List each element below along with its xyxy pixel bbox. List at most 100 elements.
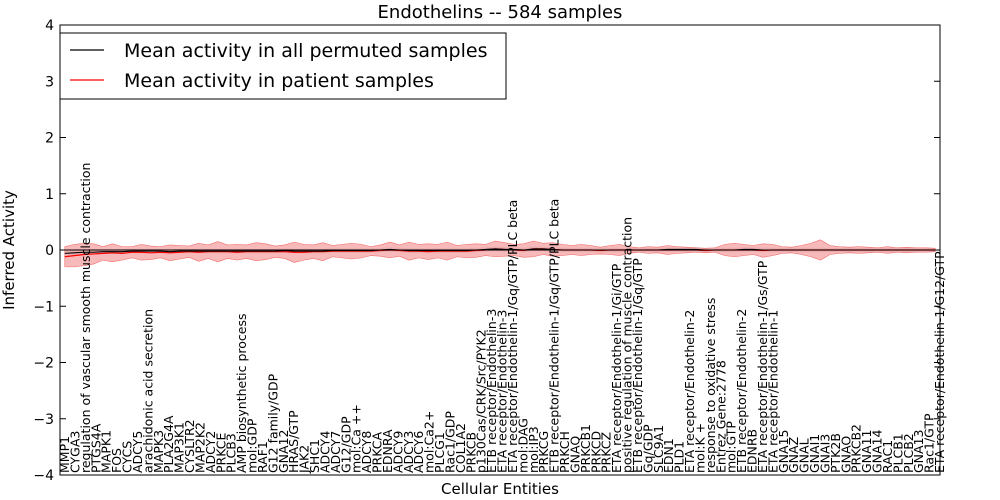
x-tick-label: RAF1 xyxy=(255,441,270,473)
y-axis: −4 −3 −2 −1 0 1 2 3 4 xyxy=(33,18,940,484)
x-tick-label: ETA receptor/Endothelin-1/Gi/GTP xyxy=(609,263,624,473)
x-tick-label: ETB receptor/Endothelin-3 xyxy=(484,309,499,473)
x-tick-label: GNA12 xyxy=(276,430,291,474)
x-tick-label: PRKCE xyxy=(213,433,228,473)
x-tick-label: CYGA3 xyxy=(67,431,82,473)
x-tick-label: GNAI1 xyxy=(807,434,822,473)
x-tick-label: PRKCB xyxy=(463,432,478,473)
x-tick-label: ETA receptor/Endothelin-1/Gq/GTP/PLC bet… xyxy=(505,200,520,473)
x-tick-label: PRKCA xyxy=(370,432,385,473)
x-tick-label: regulation of vascular smooth muscle con… xyxy=(78,163,93,473)
x-tick-label: positive regulation of muscle contractio… xyxy=(620,217,635,473)
y-tick-label: −4 xyxy=(33,468,54,484)
x-tick-label: ADCY6 xyxy=(411,431,426,473)
x-tick-label: ADCY3 xyxy=(401,431,416,473)
x-tick-label: PRKCB1 xyxy=(578,424,593,473)
legend-box xyxy=(59,32,507,100)
chart-title: Endothelins -- 584 samples xyxy=(378,2,623,23)
x-tick-label: RAC1 xyxy=(880,440,895,473)
x-tick-label: ADCY7 xyxy=(328,431,343,473)
legend: Mean activity in all permuted samples Me… xyxy=(59,32,507,100)
x-axis-label: Cellular Entities xyxy=(441,480,559,498)
x-tick-label: response to oxidative stress xyxy=(703,298,718,473)
x-tick-label: mol:DAG xyxy=(515,418,530,473)
x-tick-label: EDNRB xyxy=(745,429,760,473)
x-tick-label: mol:Ca2+ xyxy=(422,411,437,473)
x-tick-label: SLC9A1 xyxy=(651,425,666,473)
x-tick-label: GNA15 xyxy=(776,430,791,474)
x-tick-label: PRKCG xyxy=(536,431,551,473)
x-tick-label: G12/GDP xyxy=(338,416,353,473)
y-axis-label: Inferred Activity xyxy=(0,190,18,310)
x-tick-label: mol:GDP xyxy=(245,418,260,473)
x-tick-label: SHC1 xyxy=(307,439,322,473)
x-tick-label: GNAI3 xyxy=(817,434,832,473)
x-tick-label: Rac1/GTP xyxy=(922,413,937,473)
x-tick-label: ETB receptor/Endothelin-1/Gq/GTP xyxy=(630,258,645,473)
x-tick-label: GNAZ xyxy=(786,437,801,473)
x-tick-label: FOS xyxy=(109,448,124,473)
x-tick-label: EDN1 xyxy=(661,438,676,473)
y-tick-label: 2 xyxy=(45,131,54,147)
x-tick-label: mol:IP3 xyxy=(526,426,541,473)
x-tick-label: PTK2B xyxy=(828,433,843,473)
x-tick-label: GNA14 xyxy=(870,429,885,473)
x-tick-label: CYCS xyxy=(120,441,135,473)
y-tick-label: −3 xyxy=(33,412,54,428)
legend-label-patient: Mean activity in patient samples xyxy=(124,70,434,92)
x-tick-label: Gq/GDP xyxy=(640,424,655,473)
x-tick-label: arachidonic acid secretion xyxy=(140,309,155,473)
x-tick-label: EDNRA xyxy=(380,429,395,473)
x-tick-label: ADCY2 xyxy=(203,431,218,473)
x-tick-label: MAPK1 xyxy=(99,430,114,473)
x-tick-label: PLCB2 xyxy=(901,433,916,473)
x-tick-label: ADCY5 xyxy=(130,431,145,473)
x-tick-label: HRAS/GTP xyxy=(286,410,301,473)
x-tick-label: ETA receptor/Endothelin-3 xyxy=(495,310,510,473)
x-tick-label: PTGS4A xyxy=(88,423,103,473)
x-tick-label: MAP3K1 xyxy=(172,422,187,473)
x-tick-label: ADCY8 xyxy=(359,431,374,473)
x-tick-label: mol:K + xyxy=(692,423,707,473)
x-tick-label: ETB receptor/Endothelin-1/Gq/GTP/PLC bet… xyxy=(547,199,562,473)
x-tick-label: PRKCD xyxy=(588,431,603,473)
y-tick-label: 4 xyxy=(45,18,54,34)
x-tick-label: JAK2 xyxy=(297,445,312,474)
x-tick-label: MAPK3 xyxy=(151,430,166,473)
y-tick-label: −1 xyxy=(33,299,54,315)
x-tick-label: Rac1/GDP xyxy=(442,411,457,473)
x-tick-label: PRKCZ xyxy=(599,432,614,473)
x-tick-label: GNAQ xyxy=(567,436,582,473)
x-tick-label: ADCY9 xyxy=(390,431,405,473)
x-tick-label: PLD1 xyxy=(672,441,687,473)
x-tick-label: GNA13 xyxy=(911,430,926,474)
x-tick-label: PRKCB2 xyxy=(849,424,864,473)
x-tick-label: MMP1 xyxy=(57,436,72,473)
x-tick-label: COL1A2 xyxy=(453,423,468,473)
x-tick-label: ETA receptor/Endothelin-1 xyxy=(765,310,780,473)
x-tick-label: Entrez Gene:2778 xyxy=(713,360,728,473)
x-tick-label: PLA2G4A xyxy=(161,415,176,473)
plot-frame xyxy=(59,24,941,476)
x-tick-label: ETA receptor/Endothelin-1/Gs/GTP xyxy=(755,260,770,473)
x-tick-label: GNAO xyxy=(838,436,853,473)
x-tick-label: G12 family/GDP xyxy=(265,373,280,473)
x-tick-label: GNA11 xyxy=(859,430,874,474)
legend-label-permuted: Mean activity in all permuted samples xyxy=(124,40,487,62)
x-tick-label: PLCB1 xyxy=(890,433,905,473)
x-tick-label: ETA receptor/Endothelin-2 xyxy=(682,310,697,473)
x-tick-label: mol:GTP xyxy=(724,421,739,473)
x-tick-label: CYSLTR2 xyxy=(182,419,197,473)
x-tick-label: GNAL xyxy=(797,438,812,473)
y-tick-label: 0 xyxy=(45,243,54,259)
y-tick-label: −2 xyxy=(33,356,54,372)
x-tick-label: ADCY4 xyxy=(317,431,332,473)
patient-band xyxy=(64,239,936,268)
x-tick-label: PLCG1 xyxy=(432,432,447,473)
x-tick-label: PLCB3 xyxy=(224,433,239,473)
x-tick-label: p130Cas/CRK/Src/PYK2 xyxy=(474,329,489,473)
y-tick-label: 1 xyxy=(45,187,54,203)
x-tick-label: ETB receptor/Endothelin-2 xyxy=(734,309,749,473)
